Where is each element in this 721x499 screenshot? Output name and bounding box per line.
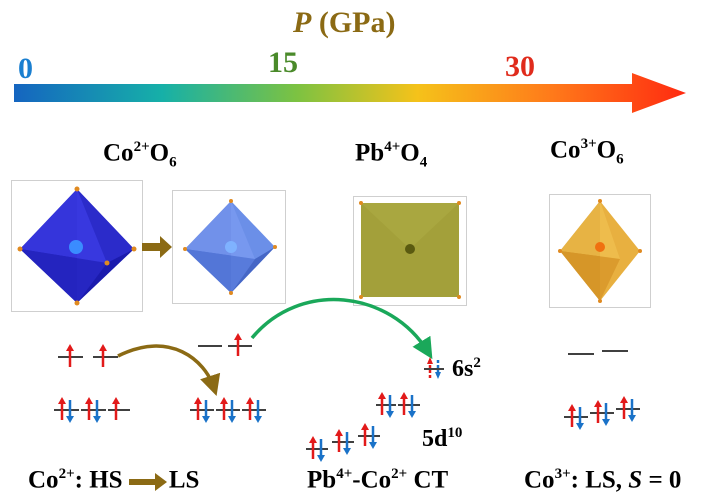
co2-ls-t2g-levels bbox=[190, 395, 266, 425]
co3-eg-levels bbox=[568, 350, 628, 355]
co2-octahedron-label: Co2+O6 bbox=[103, 139, 177, 171]
pb-5d-label: 5d10 bbox=[422, 425, 463, 452]
tick-label-15: 15 bbox=[268, 46, 298, 79]
pb-6s-label: 6s2 bbox=[452, 355, 481, 382]
co2-hs-eg-levels bbox=[58, 342, 118, 369]
co3-t2g-levels bbox=[564, 394, 640, 432]
pb4-square-image bbox=[353, 196, 467, 306]
co3-octahedron-label: Co3+O6 bbox=[550, 136, 624, 168]
co2-hs-octahedron-image bbox=[11, 180, 143, 312]
charge-transfer-label: Pb4+-Co2+ CT bbox=[307, 466, 449, 494]
pb4-square-label: Pb4+O4 bbox=[355, 139, 428, 171]
co3-spin-state-label: Co3+: LS, S = 0 bbox=[524, 466, 682, 494]
tick-label-0: 0 bbox=[18, 52, 33, 85]
pb-6s-level bbox=[424, 357, 444, 379]
charge-transfer-arrow bbox=[250, 297, 433, 360]
co2-ls-eg-levels bbox=[198, 331, 252, 358]
pb-5d-upper-levels bbox=[376, 390, 420, 420]
pb-5d-lower-levels bbox=[306, 421, 380, 464]
co2-spin-state-label: Co2+: HS LS bbox=[28, 466, 200, 494]
co2-ls-octahedron-image bbox=[172, 190, 286, 304]
co2-hs-t2g-levels bbox=[54, 395, 130, 425]
pressure-axis-title: P (GPa) bbox=[293, 6, 395, 40]
pressure-unit: (GPa) bbox=[318, 6, 396, 39]
tick-label-30: 30 bbox=[505, 50, 535, 83]
co3-octahedron-image bbox=[549, 194, 651, 308]
hs-to-ls-arrow bbox=[117, 344, 221, 396]
pressure-symbol: P bbox=[293, 6, 312, 39]
hs-ls-arrow-icon bbox=[128, 472, 167, 491]
